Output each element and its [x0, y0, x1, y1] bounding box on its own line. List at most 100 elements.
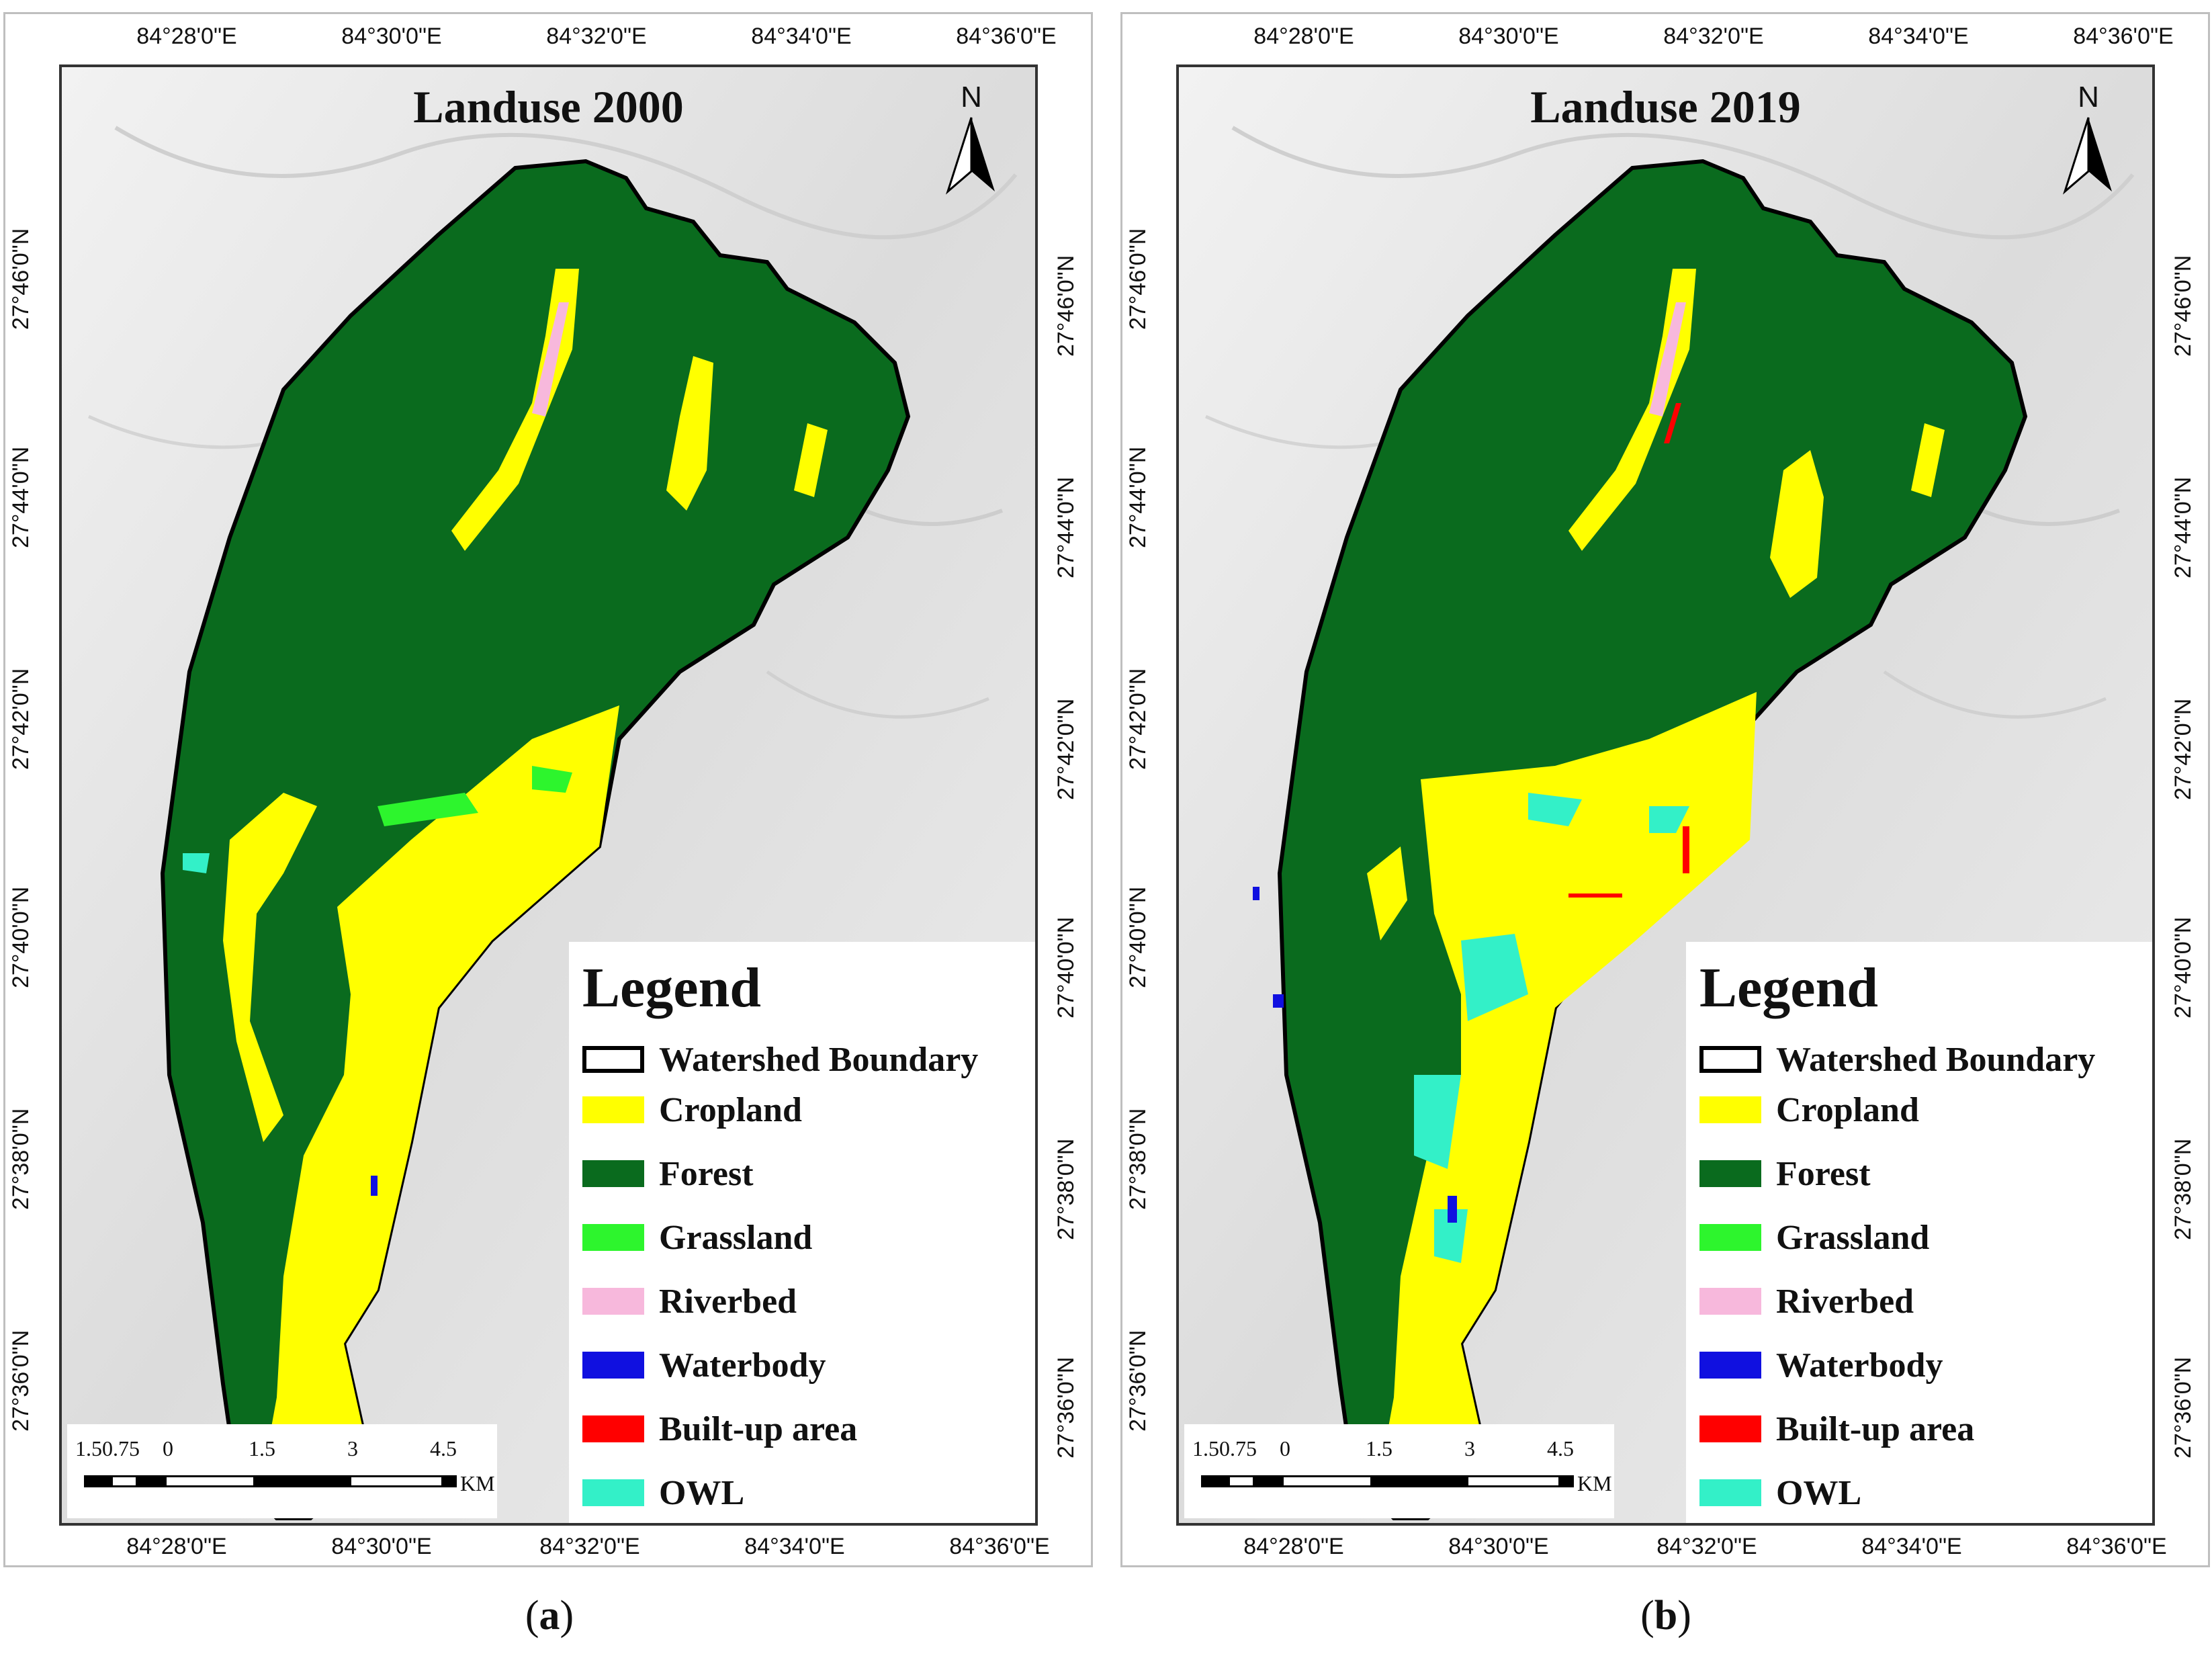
- scale-bar-a: 1.5 0.75 0 1.5 3 4.5 KM: [67, 1424, 497, 1518]
- legend-swatch: [1699, 1160, 1761, 1187]
- right-tick-a-3: 27°40'0"N: [1053, 916, 1079, 1018]
- caption-letter-a: a: [539, 1593, 560, 1639]
- legend-label: Forest: [1776, 1154, 1871, 1193]
- left-tick-b-5: 27°36'0"N: [1125, 1329, 1151, 1432]
- right-tick-b-4: 27°38'0"N: [2170, 1138, 2196, 1240]
- top-tick-b-2: 84°32'0"E: [1663, 24, 1764, 49]
- legend-item-watershed-b: Watershed Boundary: [1699, 1039, 2095, 1080]
- left-tick-b-3: 27°40'0"N: [1125, 886, 1151, 988]
- scale-label: 4.5: [1547, 1436, 1574, 1460]
- right-tick-a-5: 27°36'0"N: [1053, 1356, 1079, 1458]
- cropland-east-b: [1770, 450, 1824, 598]
- legend-title-b: Legend: [1699, 957, 1879, 1019]
- legend-item-forest-b: Forest: [1699, 1153, 1871, 1194]
- bottom-tick-a-2: 84°32'0"E: [539, 1534, 640, 1559]
- bottom-tick-a-4: 84°36'0"E: [949, 1534, 1050, 1559]
- legend-item-builtup-a: Built-up area: [582, 1409, 857, 1449]
- legend-label: Grassland: [659, 1218, 813, 1257]
- map-title-a: Landuse 2000: [413, 81, 684, 132]
- bottom-tick-b-4: 84°36'0"E: [2066, 1534, 2167, 1559]
- cropland-north-b: [1568, 269, 1696, 551]
- legend-swatch: [1699, 1096, 1761, 1123]
- right-tick-b-3: 27°40'0"N: [2170, 916, 2196, 1018]
- map-panel-a: 84°28'0"E 84°30'0"E 84°32'0"E 84°34'0"E …: [3, 12, 1093, 1567]
- bottom-tick-a-1: 84°30'0"E: [331, 1534, 432, 1559]
- left-tick-a-1: 27°44'0"N: [8, 446, 34, 548]
- top-tick-b-0: 84°28'0"E: [1253, 24, 1354, 49]
- north-arrow-icon: [945, 117, 995, 195]
- legend-swatch: [582, 1288, 644, 1315]
- scale-label: 0: [1280, 1436, 1290, 1460]
- cropland-south-b: [1380, 692, 1757, 1518]
- north-arrow-a: N: [941, 81, 1002, 202]
- legend-b: Legend Watershed Boundary Cropland Fores…: [1686, 942, 2152, 1523]
- legend-item-owl-b: OWL: [1699, 1473, 1861, 1513]
- legend-title-a: Legend: [582, 957, 762, 1019]
- top-tick-a-0: 84°28'0"E: [136, 24, 237, 49]
- bottom-tick-a-0: 84°28'0"E: [126, 1534, 227, 1559]
- scale-bar-b: 1.5 0.75 0 1.5 3 4.5 KM: [1184, 1424, 1614, 1518]
- left-tick-b-1: 27°44'0"N: [1125, 446, 1151, 548]
- legend-label: Cropland: [1776, 1090, 1919, 1129]
- right-tick-b-0: 27°46'0"N: [2170, 255, 2196, 357]
- right-tick-a-4: 27°38'0"N: [1053, 1138, 1079, 1240]
- legend-label: Built-up area: [1776, 1409, 1975, 1448]
- caption-b: (b): [1640, 1593, 1691, 1639]
- legend-swatch: [582, 1415, 644, 1442]
- bottom-tick-b-1: 84°30'0"E: [1448, 1534, 1549, 1559]
- legend-label: OWL: [659, 1473, 745, 1512]
- right-tick-b-2: 27°42'0"N: [2170, 698, 2196, 800]
- map-canvas-a: [62, 67, 1035, 1523]
- legend-label: Grassland: [1776, 1218, 1930, 1257]
- legend-item-grassland-a: Grassland: [582, 1217, 812, 1258]
- legend-swatch: [582, 1096, 644, 1123]
- north-arrow-icon: [2062, 117, 2112, 195]
- left-tick-a-4: 27°38'0"N: [8, 1108, 34, 1210]
- bottom-tick-b-3: 84°34'0"E: [1861, 1534, 1962, 1559]
- legend-label: Riverbed: [1776, 1282, 1914, 1321]
- legend-swatch: [1699, 1479, 1761, 1506]
- top-tick-b-3: 84°34'0"E: [1868, 24, 1969, 49]
- legend-swatch: [582, 1479, 644, 1506]
- scale-unit: KM: [1577, 1471, 1612, 1495]
- scale-label: 0.75: [1219, 1436, 1257, 1460]
- legend-label: Riverbed: [659, 1282, 797, 1321]
- left-tick-b-2: 27°42'0"N: [1125, 668, 1151, 770]
- right-tick-b-5: 27°36'0"N: [2170, 1356, 2196, 1458]
- map-title-b: Landuse 2019: [1530, 81, 1801, 132]
- legend-item-builtup-b: Built-up area: [1699, 1409, 1974, 1449]
- right-tick-b-1: 27°44'0"N: [2170, 476, 2196, 578]
- map-frame-a: Landuse 2000 N Legend Watershed Boundary…: [59, 64, 1038, 1526]
- legend-swatch: [582, 1224, 644, 1251]
- bottom-tick-b-2: 84°32'0"E: [1656, 1534, 1757, 1559]
- top-tick-a-1: 84°30'0"E: [341, 24, 442, 49]
- scale-label: 0.75: [102, 1436, 140, 1460]
- scale-label: 3: [347, 1436, 358, 1460]
- cropland-east-a: [666, 356, 713, 511]
- legend-swatch: [1699, 1288, 1761, 1315]
- legend-label: Cropland: [659, 1090, 802, 1129]
- left-tick-a-5: 27°36'0"N: [8, 1329, 34, 1432]
- bottom-tick-b-0: 84°28'0"E: [1243, 1534, 1344, 1559]
- left-tick-b-4: 27°38'0"N: [1125, 1108, 1151, 1210]
- legend-label: Waterbody: [659, 1346, 826, 1385]
- legend-a: Legend Watershed Boundary Cropland Fores…: [569, 942, 1035, 1523]
- legend-swatch: [582, 1160, 644, 1187]
- legend-item-waterbody-b: Waterbody: [1699, 1345, 1943, 1385]
- legend-swatch: [1699, 1352, 1761, 1379]
- left-tick-a-2: 27°42'0"N: [8, 668, 34, 770]
- legend-swatch: [582, 1352, 644, 1379]
- top-tick-a-2: 84°32'0"E: [546, 24, 647, 49]
- legend-label: Watershed Boundary: [1776, 1040, 2096, 1079]
- top-tick-b-1: 84°30'0"E: [1458, 24, 1559, 49]
- cropland-north-a: [451, 269, 579, 551]
- legend-swatch: [1699, 1224, 1761, 1251]
- map-frame-b: Landuse 2019 N Legend Watershed Boundary…: [1176, 64, 2155, 1526]
- legend-item-riverbed-a: Riverbed: [582, 1281, 797, 1321]
- legend-item-cropland-b: Cropland: [1699, 1090, 1919, 1130]
- right-tick-a-0: 27°46'0"N: [1053, 255, 1079, 357]
- top-tick-b-4: 84°36'0"E: [2073, 24, 2174, 49]
- left-tick-b-0: 27°46'0"N: [1125, 228, 1151, 330]
- north-label-b: N: [2078, 81, 2099, 114]
- top-tick-a-4: 84°36'0"E: [956, 24, 1057, 49]
